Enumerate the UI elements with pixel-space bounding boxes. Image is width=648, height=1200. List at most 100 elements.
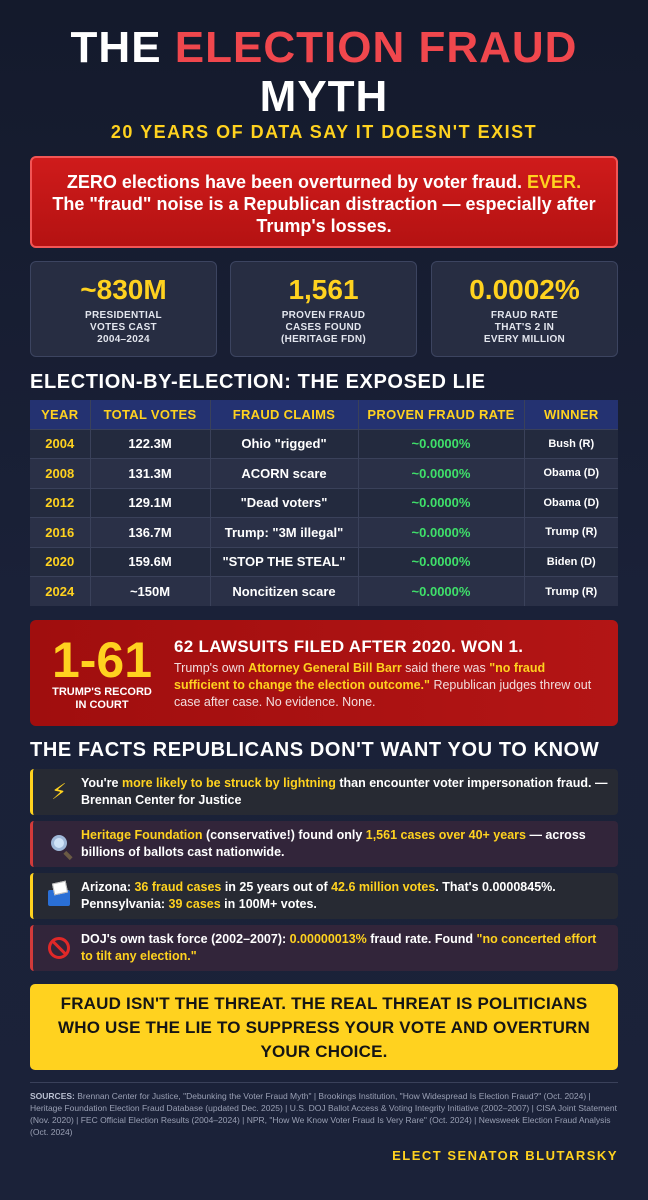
sources-label: SOURCES: (30, 1091, 75, 1101)
stat-card-cases: 1,561 PROVEN FRAUD CASES FOUND (HERITAGE… (230, 261, 417, 357)
fact-text: Heritage Foundation (conservative!) foun… (81, 827, 611, 861)
table-row: 2008 131.3M ACORN scare ~0.0000% Obama (… (30, 458, 618, 488)
table-row: 2016 136.7M Trump: "3M illegal" ~0.0000%… (30, 517, 618, 547)
alert-emphasis: EVER. (527, 172, 582, 192)
cell-votes: ~150M (90, 576, 211, 606)
cell-claim: Noncitizen scare (210, 576, 359, 606)
election-table: YEAR TOTAL VOTES FRAUD CLAIMS PROVEN FRA… (30, 400, 618, 606)
stat-label-line: VOTES CAST (90, 322, 157, 333)
stat-value: 1,561 (288, 274, 359, 305)
alert-line-2: The "fraud" noise is a Republican distra… (52, 194, 596, 236)
cell-claim: "STOP THE STEAL" (210, 546, 359, 577)
fact-item-heritage: Heritage Foundation (conservative!) foun… (30, 821, 618, 867)
fact-text-part: DOJ's own task force (2002–2007): (81, 932, 290, 946)
fact-text-part: You're (81, 776, 122, 790)
cell-rate: ~0.0000% (358, 576, 525, 606)
cell-rate: ~0.0000% (358, 487, 525, 518)
cell-votes: 129.1M (90, 487, 211, 518)
fact-text-highlight: 0.00000013% (289, 932, 367, 946)
court-body-quote: "no fraud sufficient to change the elect… (174, 661, 546, 692)
court-body: Trump's own Attorney General Bill Barr s… (174, 660, 594, 711)
cell-winner: Trump (R) (524, 517, 618, 547)
stat-label-line: EVERY MILLION (483, 334, 566, 345)
fact-text-highlight: 39 cases (168, 897, 221, 911)
alert-box: ZERO elections have been overturned by v… (30, 156, 618, 248)
col-header-claims: FRAUD CLAIMS (210, 400, 359, 429)
fact-text-highlight: 42.6 million votes (331, 880, 436, 894)
court-body-emphasis: Attorney General Bill Barr (248, 661, 402, 675)
ballot-box-icon (45, 882, 73, 910)
magnifying-glass-icon (45, 830, 73, 858)
stat-label-line: PROVEN FRAUD (281, 310, 366, 321)
fact-item-doj: DOJ's own task force (2002–2007): 0.0000… (30, 925, 618, 971)
court-record-label-line: TRUMP'S RECORD (52, 686, 152, 698)
fact-text-highlight: more likely to be struck by lightning (121, 776, 336, 790)
table-row: 2024 ~150M Noncitizen scare ~0.0000% Tru… (30, 576, 618, 606)
divider (30, 1082, 618, 1083)
stat-label-line: 2004–2024 (97, 334, 150, 345)
table-row: 2012 129.1M "Dead voters" ~0.0000% Obama… (30, 487, 618, 518)
fact-text-highlight: 1,561 cases over 40+ years (365, 828, 526, 842)
title-the: THE (70, 23, 162, 72)
court-body-text: Trump's own (174, 661, 249, 675)
court-record-label: TRUMP'S RECORD IN COURT (46, 686, 158, 712)
cell-year: 2004 (30, 428, 91, 459)
cell-votes: 136.7M (90, 517, 211, 547)
cell-claim: ACORN scare (210, 458, 359, 488)
table-row: 2004 122.3M Ohio "rigged" ~0.0000% Bush … (30, 428, 618, 459)
title-line-1: THE ELECTION FRAUD (30, 22, 618, 74)
fact-text-part: (conservative!) found only (202, 828, 366, 842)
cell-rate: ~0.0000% (358, 428, 525, 459)
cell-rate: ~0.0000% (358, 458, 525, 488)
fact-item-lightning: ⚡ You're more likely to be struck by lig… (30, 769, 618, 815)
fact-text: Arizona: 36 fraud cases in 25 years out … (81, 879, 611, 913)
cell-claim: Ohio "rigged" (210, 428, 359, 459)
cell-year: 2008 (30, 458, 91, 488)
stat-label-line: PRESIDENTIAL (85, 310, 162, 321)
sources-list: Brennan Center for Justice, "Debunking t… (30, 1091, 617, 1137)
title-highlight: ELECTION FRAUD (174, 23, 578, 72)
col-header-winner: WINNER (524, 400, 618, 429)
fact-text: You're more likely to be struck by light… (81, 775, 611, 809)
signature: ELECT SENATOR BLUTARSKY (392, 1148, 618, 1163)
fact-text-part: . That's 0.0000845%. Pennsylvania: (81, 880, 556, 911)
court-record-label-line: IN COURT (75, 699, 129, 711)
court-body-text: Republican judges threw out case after c… (174, 678, 592, 709)
alert-line-1: ZERO elections have been overturned by v… (32, 171, 616, 193)
court-headline: 62 LAWSUITS FILED AFTER 2020. WON 1. (174, 637, 524, 656)
cell-year: 2016 (30, 517, 91, 547)
cell-votes: 122.3M (90, 428, 211, 459)
cell-votes: 159.6M (90, 546, 211, 577)
cell-year: 2020 (30, 546, 91, 577)
table-row: 2020 159.6M "STOP THE STEAL" ~0.0000% Bi… (30, 546, 618, 577)
cell-rate: ~0.0000% (358, 517, 525, 547)
fact-item-arizona: Arizona: 36 fraud cases in 25 years out … (30, 873, 618, 919)
fact-text-part: in 25 years out of (221, 880, 332, 894)
fact-text: DOJ's own task force (2002–2007): 0.0000… (81, 931, 611, 965)
stat-label-line: (HERITAGE FDN) (280, 334, 367, 345)
fact-text-part: in 100M+ votes. (220, 897, 317, 911)
stat-label: FRAUD RATE THAT'S 2 IN EVERY MILLION (432, 310, 617, 346)
fact-text-part: fraud rate. Found (366, 932, 477, 946)
cell-winner: Trump (R) (524, 576, 618, 606)
stat-label: PRESIDENTIAL VOTES CAST 2004–2024 (31, 310, 216, 346)
stat-value: 0.0002% (469, 274, 580, 305)
cell-votes: 131.3M (90, 458, 211, 488)
closing-banner: FRAUD ISN'T THE THREAT. THE REAL THREAT … (30, 984, 618, 1070)
fact-text-part: — across billions of ballots cast nation… (81, 828, 586, 859)
stat-value: ~830M (80, 274, 167, 305)
page-subtitle: 20 YEARS OF DATA SAY IT DOESN'T EXIST (110, 122, 538, 142)
cell-winner: Bush (R) (524, 428, 618, 459)
cell-year: 2012 (30, 487, 91, 518)
stat-card-rate: 0.0002% FRAUD RATE THAT'S 2 IN EVERY MIL… (431, 261, 618, 357)
col-header-year: YEAR (30, 400, 91, 429)
court-record-number: 1-61 (51, 632, 153, 688)
table-heading: ELECTION-BY-ELECTION: THE EXPOSED LIE (30, 371, 486, 393)
stat-label: PROVEN FRAUD CASES FOUND (HERITAGE FDN) (231, 310, 416, 346)
stat-label-line: CASES FOUND (285, 322, 362, 333)
cell-winner: Obama (D) (524, 458, 618, 488)
fact-text-part: Arizona: (81, 880, 135, 894)
stat-label-line: THAT'S 2 IN (494, 322, 555, 333)
cell-claim: Trump: "3M illegal" (210, 517, 359, 547)
alert-main-text: ZERO elections have been overturned by v… (66, 172, 523, 192)
